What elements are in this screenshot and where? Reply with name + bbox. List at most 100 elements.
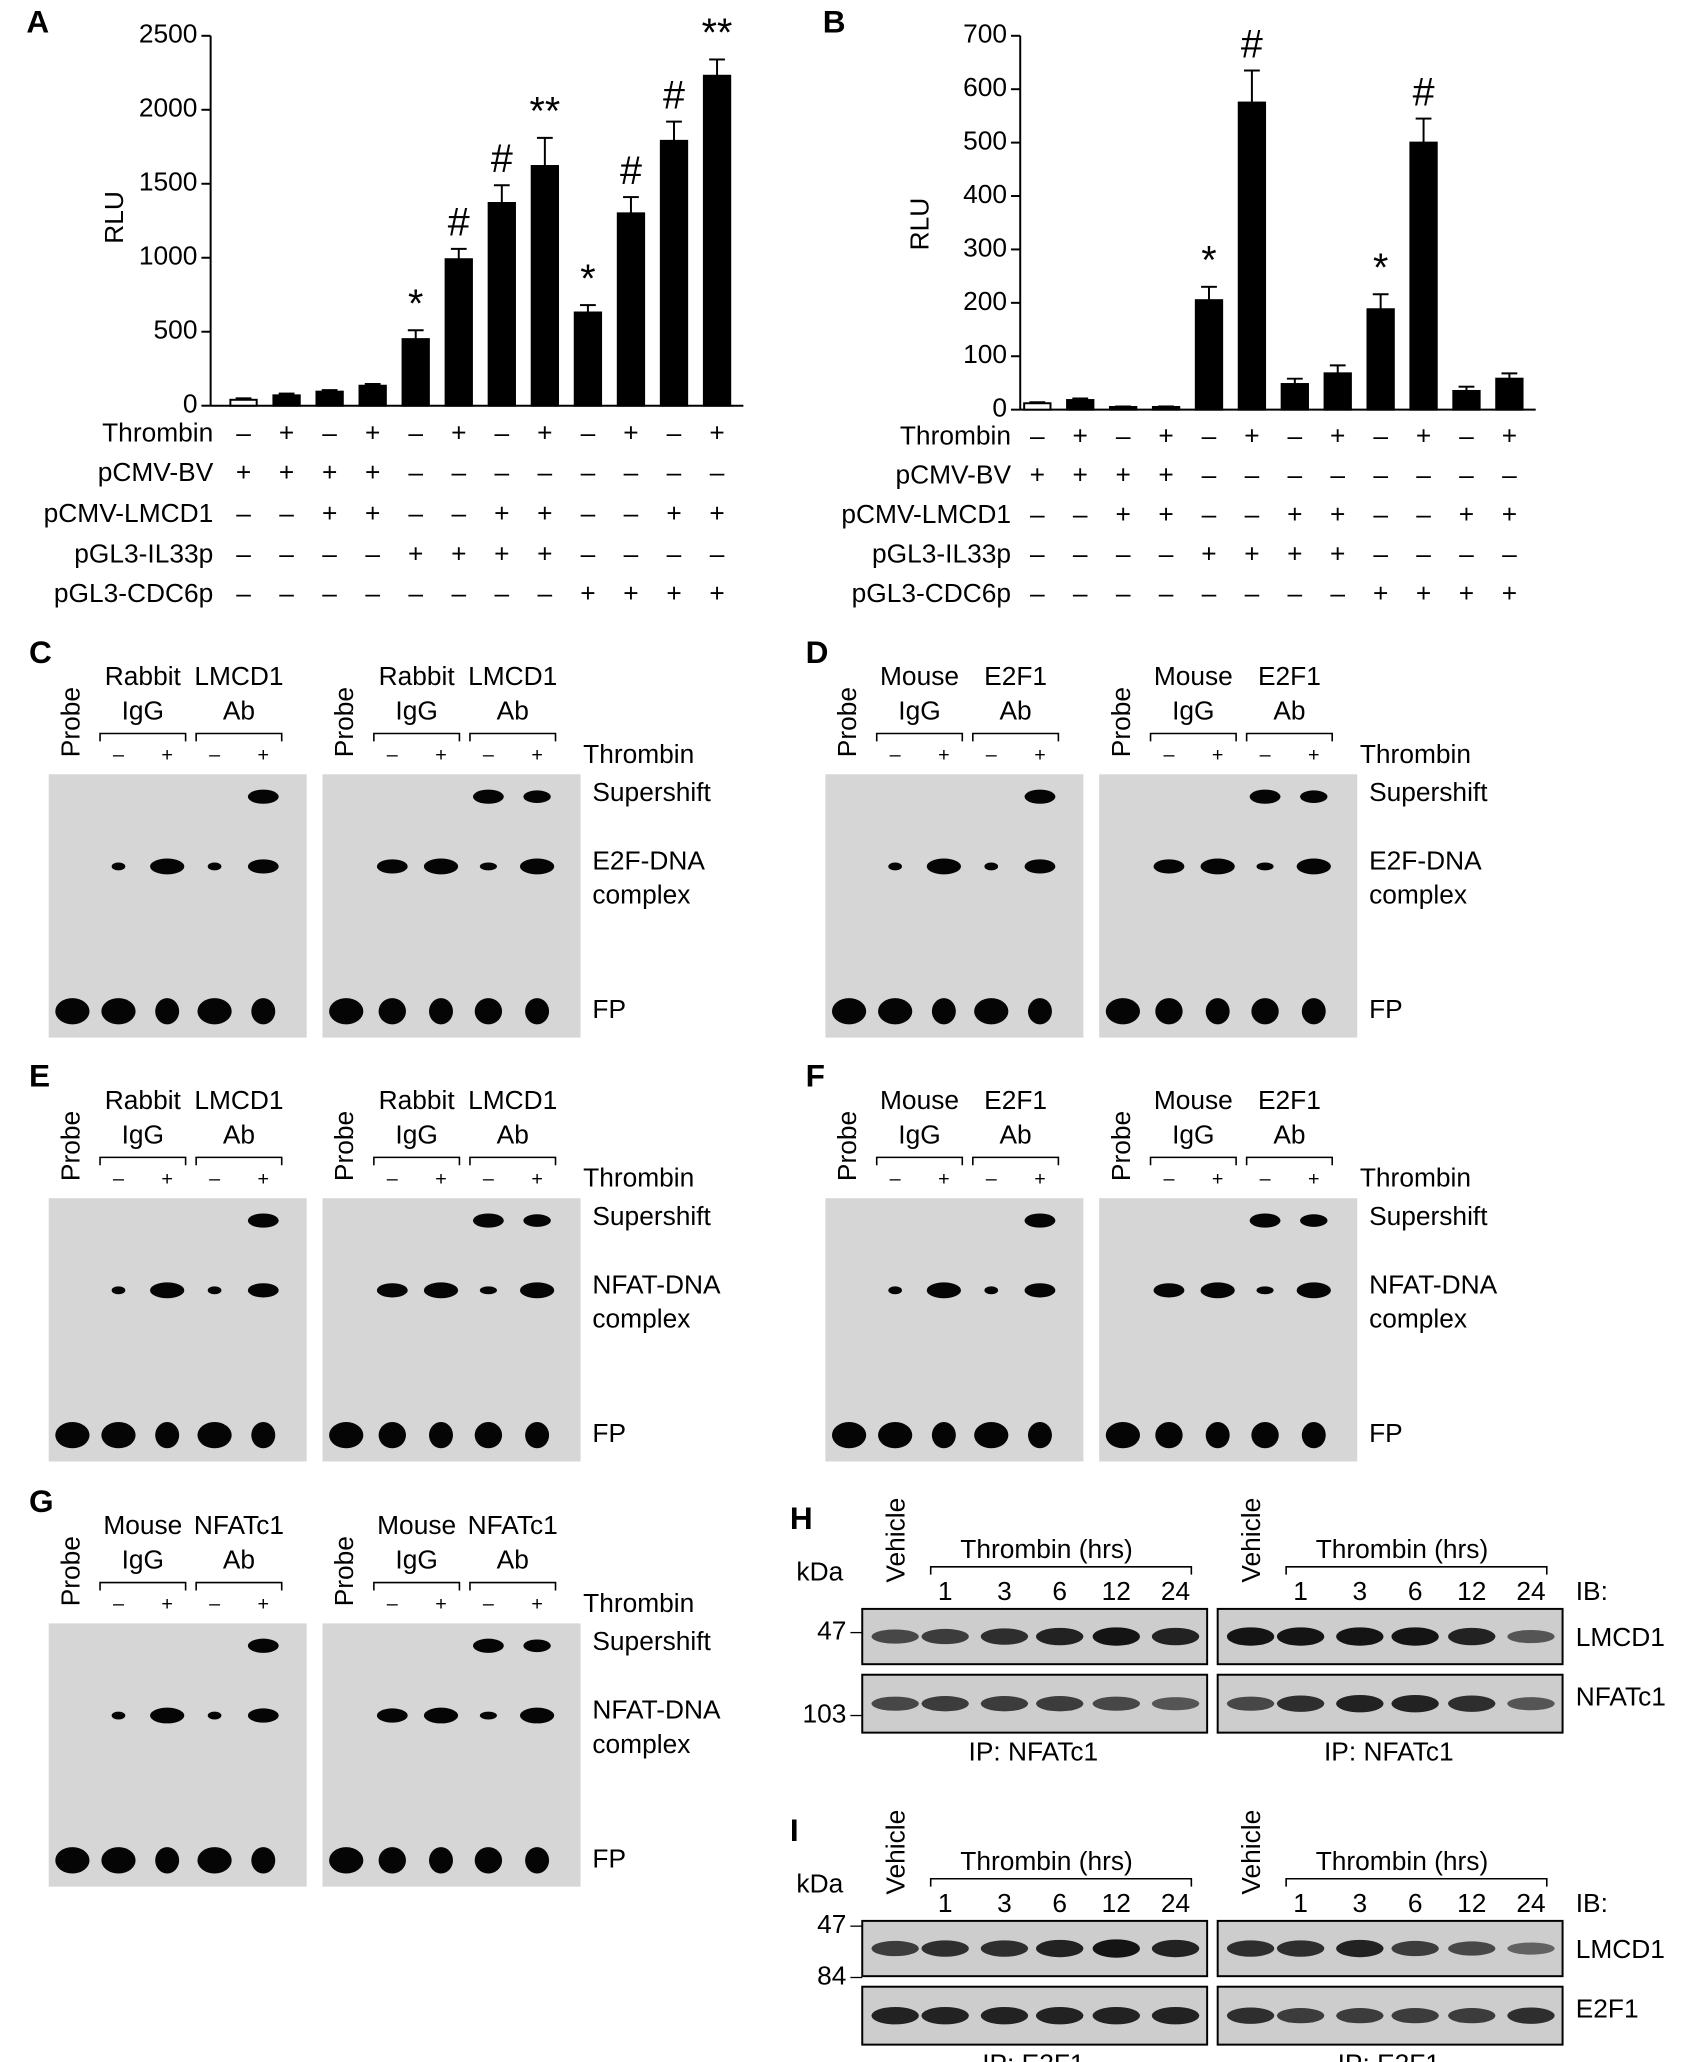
gel-band	[247, 1708, 279, 1723]
gel-band	[376, 1708, 408, 1723]
probe-label: Probe	[329, 1111, 359, 1181]
condition-sign: +	[709, 498, 724, 528]
bar	[1495, 377, 1524, 411]
condition-label: pCMV-LMCD1	[44, 498, 214, 528]
condition-sign: –	[1416, 460, 1431, 490]
gel-band	[101, 1847, 136, 1874]
condition-sign: +	[1502, 499, 1517, 529]
treatment-label: Thrombin	[583, 1588, 694, 1618]
condition-sign: +	[666, 498, 681, 528]
gel-band	[155, 1421, 180, 1449]
blot-image	[1216, 1673, 1564, 1734]
condition-label: pGL3-CDC6p	[54, 578, 213, 608]
time-label: 3	[1353, 1888, 1368, 1918]
kda-label: kDa	[796, 1556, 843, 1586]
gel-band	[429, 1421, 453, 1449]
condition-label: pCMV-BV	[98, 457, 214, 487]
gel-band	[1300, 790, 1328, 803]
band-label: NFAT-DNA	[1369, 1269, 1498, 1299]
condition-sign: +	[1158, 499, 1173, 529]
condition-sign: –	[1373, 539, 1388, 569]
significance-mark: #	[663, 73, 685, 117]
group-label: IgG	[122, 695, 164, 725]
group-bracket	[972, 732, 1060, 742]
gel-band	[519, 1707, 555, 1724]
condition-sign: +	[1330, 539, 1345, 569]
gel-band	[101, 998, 136, 1025]
bar	[1323, 372, 1352, 411]
gel-band	[150, 1707, 185, 1724]
gel-band	[831, 1421, 867, 1449]
gel-band	[378, 1847, 406, 1874]
lane-sign: –	[113, 744, 124, 766]
bar	[1280, 383, 1309, 411]
time-label: 1	[938, 1888, 953, 1918]
blot-image	[861, 1919, 1209, 1978]
condition-sign: –	[1287, 420, 1302, 450]
lane-sign: –	[890, 1168, 901, 1190]
group-label: Ab	[497, 1119, 529, 1149]
condition-sign: –	[1459, 539, 1474, 569]
band-label: E2F-DNA	[1369, 845, 1482, 875]
condition-sign: –	[1330, 460, 1345, 490]
bar	[573, 311, 603, 407]
blot-band	[871, 2006, 919, 2025]
panel-letter: I	[790, 1812, 799, 1848]
time-label: 3	[997, 1888, 1012, 1918]
condition-sign: –	[451, 457, 466, 487]
group-label: Ab	[223, 1544, 255, 1574]
blot-band	[1036, 1939, 1084, 1958]
blot-band	[1226, 2007, 1275, 2024]
gel-band	[984, 862, 999, 871]
gel-band	[1205, 1421, 1230, 1449]
condition-sign: –	[624, 539, 639, 569]
condition-sign: –	[365, 539, 380, 569]
condition-sign: –	[1502, 539, 1517, 569]
bar	[401, 338, 430, 407]
condition-sign: –	[279, 498, 294, 528]
y-tick-label: 0	[992, 393, 1007, 423]
band-label: FP	[1369, 1418, 1403, 1448]
condition-sign: +	[1158, 420, 1173, 450]
panel-letter: C	[29, 634, 52, 670]
gel-band	[888, 1286, 903, 1295]
y-tick-label: 700	[963, 19, 1007, 49]
gel-band	[974, 998, 1009, 1025]
mw-marker: 103	[803, 1698, 847, 1728]
condition-sign: +	[580, 578, 595, 608]
gel-band	[197, 998, 232, 1025]
blot-band	[980, 1940, 1029, 1957]
y-tick-label: 500	[154, 315, 198, 345]
mw-marker: 47	[817, 1616, 846, 1646]
ip-label: IP: NFATc1	[1324, 1737, 1454, 1767]
gel-band	[1296, 1282, 1331, 1299]
panel-letter: E	[29, 1058, 50, 1094]
blot-band	[1276, 2008, 1325, 2024]
lane-sign: –	[209, 1168, 220, 1190]
bar	[530, 165, 560, 407]
blot-band	[1092, 1696, 1141, 1711]
y-tick-label: 500	[963, 126, 1007, 156]
treatment-label: Thrombin (hrs)	[1316, 1534, 1489, 1564]
gel-band	[926, 1282, 961, 1299]
band-label: complex	[1369, 880, 1467, 910]
blot-band	[1336, 2008, 1384, 2024]
condition-label: pGL3-CDC6p	[852, 578, 1011, 608]
blot-band	[1448, 1941, 1496, 1956]
time-label: 12	[1457, 1888, 1486, 1918]
lane-sign: –	[986, 744, 997, 766]
bar	[1023, 402, 1052, 411]
mw-marker: 84	[817, 1960, 846, 1990]
gel-band	[101, 1421, 136, 1449]
gel-image	[48, 774, 307, 1038]
blot-band	[1226, 1940, 1275, 1957]
gel-band	[888, 862, 903, 871]
time-bracket	[929, 1877, 1193, 1887]
y-tick-label: 400	[963, 179, 1007, 209]
time-label: 1	[1293, 1576, 1308, 1606]
lane-sign: +	[161, 1593, 173, 1615]
blot-band	[1151, 1697, 1200, 1711]
group-bracket	[1245, 1156, 1333, 1166]
gel-band	[474, 998, 503, 1025]
panel-letter: B	[823, 3, 846, 39]
